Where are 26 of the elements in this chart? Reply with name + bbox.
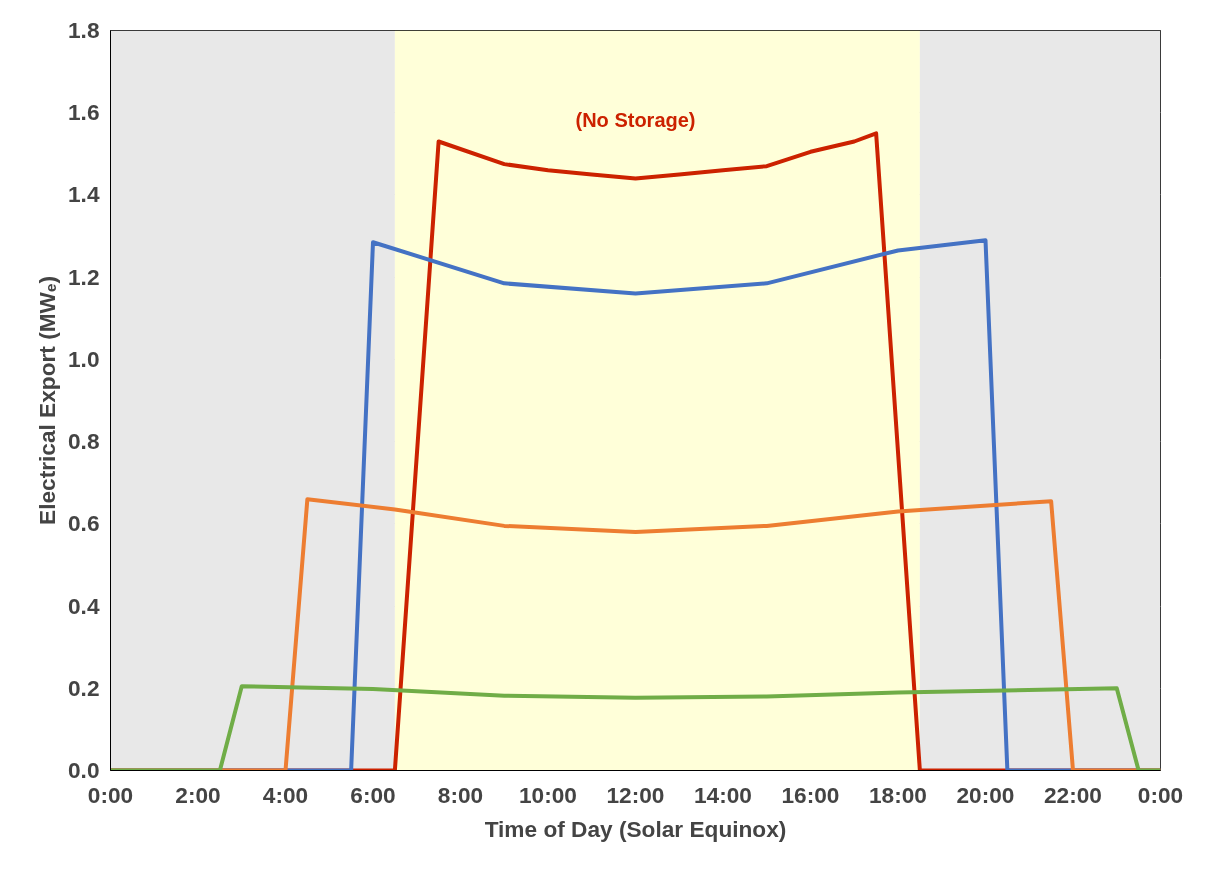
y-tick-label: 0.8: [68, 428, 100, 455]
x-tick-label: 18:00: [869, 781, 927, 808]
x-tick-label: 12:00: [606, 781, 665, 808]
y-tick-label: 0.4: [68, 592, 100, 619]
x-tick-label: 14:00: [694, 781, 752, 808]
y-tick-label: 1.0: [68, 345, 100, 372]
y-tick-label: 0.2: [68, 674, 100, 701]
x-tick-label: 16:00: [781, 781, 840, 808]
x-tick-label: 8:00: [437, 781, 484, 808]
text: (No Storage): [575, 109, 696, 132]
x-tick-label: 0:00: [1137, 781, 1184, 808]
x-tick-label: 6:00: [350, 781, 396, 808]
y-tick-label: 1.8: [68, 17, 100, 43]
y-tick-label: 1.2: [68, 263, 100, 290]
x-tick-label: 0:00: [87, 781, 134, 808]
y-tick-label: 1.6: [68, 99, 100, 126]
y-tick-label: 0.0: [68, 757, 100, 783]
x-tick-label: 22:00: [1044, 781, 1102, 808]
x-tick-label: 4:00: [262, 781, 309, 808]
y-axis-title: Electrical Export (MWₑ): [34, 276, 60, 525]
x-tick-label: 2:00: [175, 781, 221, 808]
x-tick-label: 10:00: [519, 781, 577, 808]
x-axis-title: Time of Day (Solar Equinox): [484, 815, 787, 842]
x-tick-label: 20:00: [956, 781, 1015, 808]
y-tick-label: 0.6: [68, 510, 100, 537]
y-tick-label: 1.4: [68, 181, 100, 208]
